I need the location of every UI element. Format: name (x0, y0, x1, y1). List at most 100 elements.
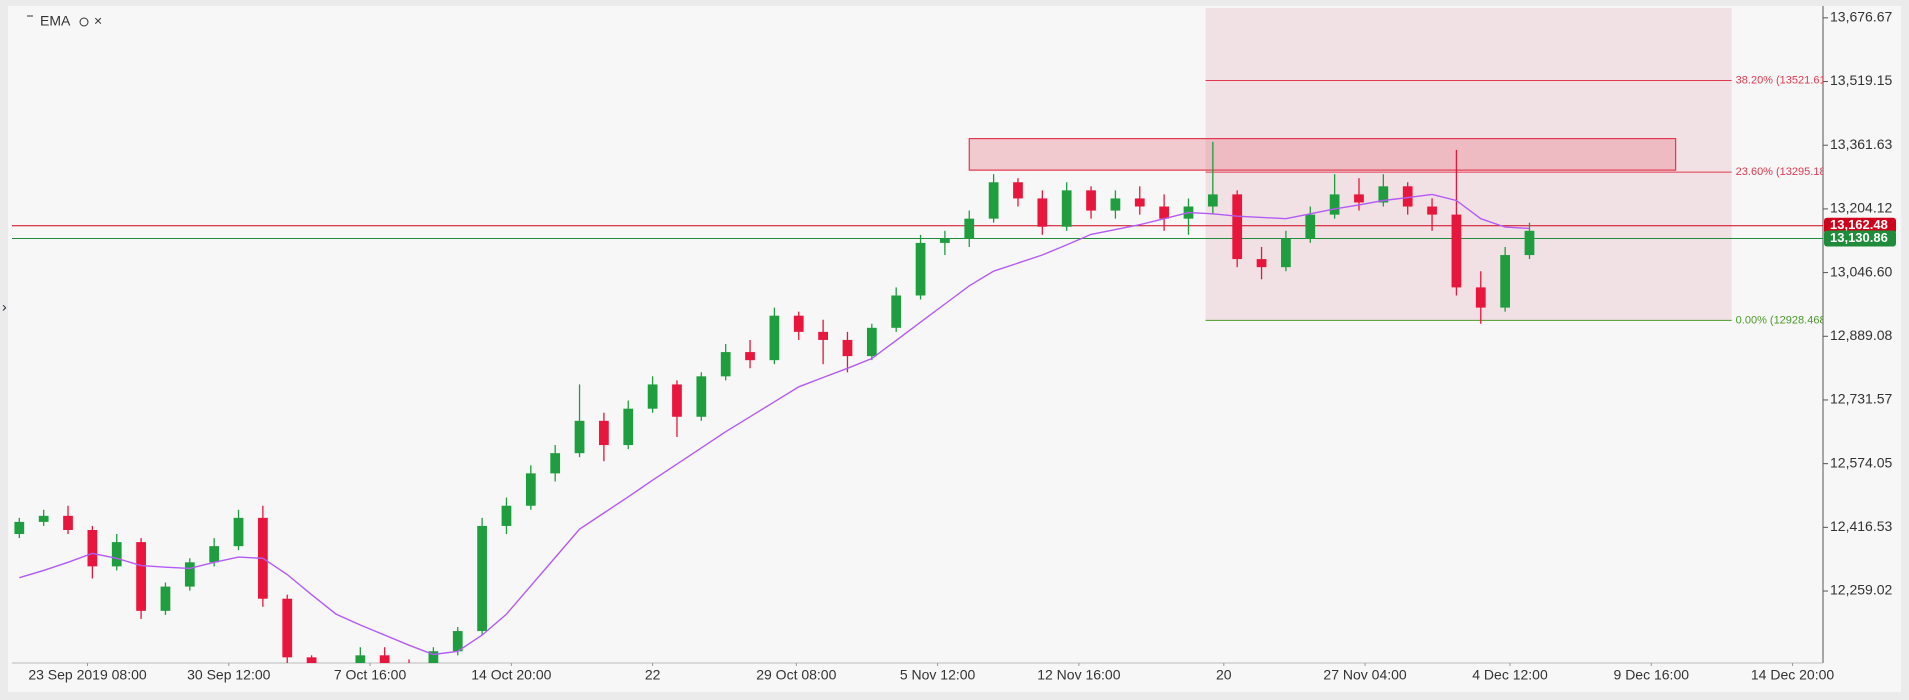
candle-body (1037, 198, 1048, 227)
x-tick-label: 7 Oct 16:00 (334, 667, 407, 683)
candle-body (988, 182, 999, 219)
candle-body (940, 238, 950, 243)
x-tick-label: 29 Oct 08:00 (756, 667, 836, 683)
candle-body (842, 339, 853, 357)
candle-body (1061, 190, 1072, 227)
settings-icon[interactable] (79, 17, 89, 27)
candle-body (745, 352, 755, 361)
y-tick-label: 12,259.02 (1830, 582, 1892, 598)
x-tick-label: 30 Sep 12:00 (187, 667, 271, 683)
candle-body (769, 315, 780, 361)
candle-body (1500, 255, 1511, 308)
candle-body (87, 529, 98, 567)
candle-body (136, 542, 146, 611)
x-tick-label: 27 Nov 04:00 (1323, 667, 1406, 683)
candle-body (647, 384, 658, 409)
x-tick-label: 9 Dec 16:00 (1614, 667, 1690, 683)
candle-body (1256, 259, 1267, 268)
candle-body (866, 327, 877, 357)
candle-body (1402, 186, 1413, 207)
candle-body (525, 473, 536, 506)
candle-body (915, 242, 926, 296)
y-tick-label: 12,416.53 (1830, 518, 1892, 534)
y-tick-label: 13,519.15 (1830, 72, 1892, 88)
y-tick-label: 12,889.08 (1830, 327, 1892, 343)
candle-body (355, 655, 366, 663)
x-tick-label: 14 Dec 20:00 (1751, 667, 1834, 683)
candle-body (184, 562, 195, 587)
fib-label: 0.00% (12928.468) (1736, 314, 1830, 326)
y-tick-label: 13,046.60 (1830, 263, 1892, 279)
y-tick-label: 13,204.12 (1830, 200, 1892, 216)
ema-line (19, 193, 1530, 656)
candle-body (1159, 206, 1169, 219)
candle-body (306, 657, 317, 663)
candle-body (696, 376, 707, 417)
y-tick-label: 13,361.63 (1830, 136, 1892, 152)
candle-body (282, 598, 293, 658)
candle-body (38, 515, 49, 522)
candle-body (1305, 214, 1316, 239)
candle-body (111, 542, 122, 567)
legend: EMA × (27, 13, 102, 29)
fib-label: 23.60% (13295.18) (1736, 166, 1830, 178)
candle-body (1281, 238, 1291, 268)
candle-body (1427, 206, 1437, 215)
candle-body (672, 384, 682, 417)
x-tick-label: 5 Nov 12:00 (900, 667, 976, 683)
candle-body (1378, 186, 1389, 203)
candle-body (550, 453, 561, 474)
candle-body (379, 655, 390, 663)
candle-body (1451, 214, 1462, 288)
candle-body (1232, 194, 1243, 260)
close-icon[interactable]: × (94, 13, 102, 29)
candle-body (160, 586, 171, 611)
candle-body (14, 521, 25, 535)
candle-body (1110, 198, 1121, 211)
y-tick-label: 13,676.67 (1830, 9, 1892, 25)
fib-retracement: 38.20% (13521.61) 23.60% (13295.18) 0.00% … (1205, 8, 1830, 326)
candle-body (452, 631, 463, 652)
price-tag-label: 13,130.86 (1830, 230, 1888, 245)
legend-label: EMA (40, 13, 71, 29)
side-arrow[interactable]: › (2, 299, 7, 315)
price-tag-label: 13,162.48 (1830, 217, 1888, 232)
candle-body (1524, 230, 1535, 256)
resistance-zone (968, 137, 1677, 171)
x-tick-label: 22 (645, 667, 661, 683)
x-tick-label: 14 Oct 20:00 (471, 667, 551, 683)
candle-body (1329, 194, 1340, 215)
candle-body (63, 515, 73, 530)
x-tick-label: 12 Nov 16:00 (1037, 667, 1120, 683)
candle-body (1354, 194, 1364, 203)
candle-body (428, 651, 439, 663)
candle-body (720, 352, 731, 377)
plot: 38.20% (13521.61) 23.60% (13295.18) 0.00% … (12, 8, 1830, 663)
candle-body (891, 295, 902, 328)
candle-body (1207, 194, 1218, 207)
candle-body (599, 420, 609, 446)
candle-body (477, 525, 487, 632)
candle-body (1086, 190, 1096, 211)
x-tick-label: 20 (1216, 667, 1232, 683)
candle-body (1013, 182, 1023, 199)
fib-area (1205, 8, 1732, 321)
candle-body (623, 408, 634, 446)
y-tick-label: 12,574.05 (1830, 454, 1892, 470)
candle-body (1475, 287, 1486, 308)
x-tick-label: 4 Dec 12:00 (1472, 667, 1548, 683)
candle-body (501, 505, 512, 526)
candle-body (233, 517, 244, 547)
candle-body (818, 331, 828, 340)
candle-body (964, 218, 975, 239)
candle-body (574, 420, 585, 454)
y-tick-label: 12,731.57 (1830, 391, 1892, 407)
candle-body (209, 546, 220, 563)
candle-body (1134, 198, 1145, 207)
price-tag (1824, 217, 1896, 234)
x-tick-label: 23 Sep 2019 08:00 (28, 667, 147, 683)
candle-body (793, 315, 804, 332)
price-tag (1824, 230, 1896, 247)
fib-label: 38.20% (13521.61) (1736, 74, 1830, 86)
